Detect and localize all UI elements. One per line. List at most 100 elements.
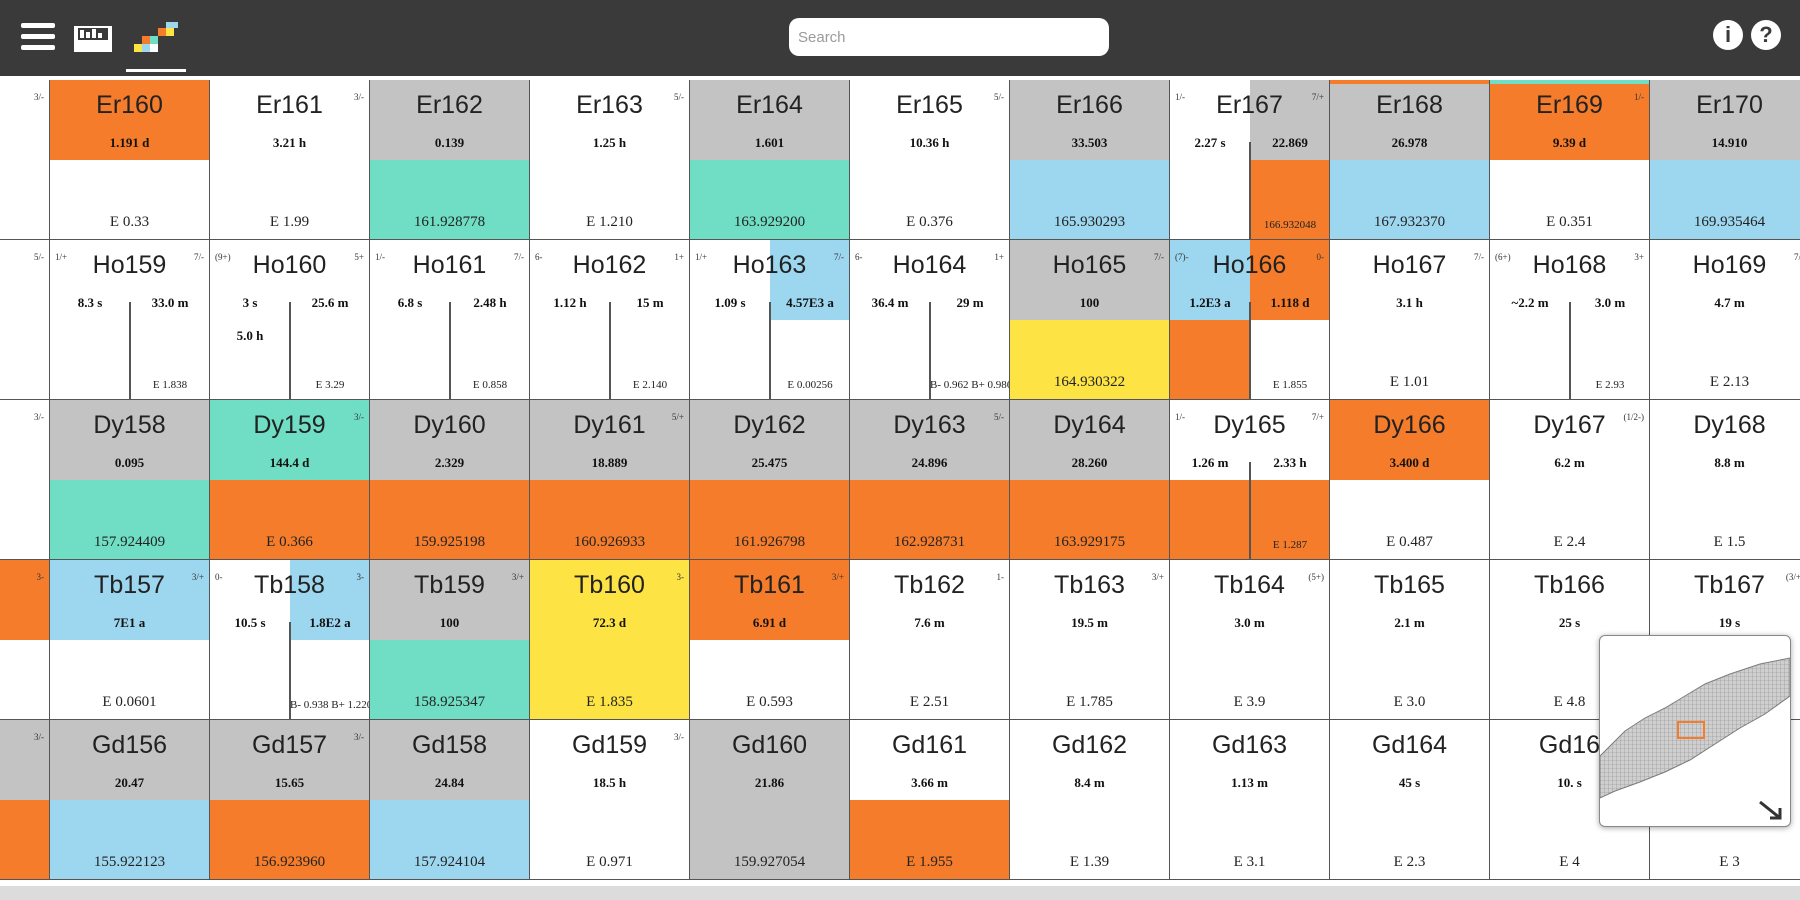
nuclide-cell[interactable]: 63-.3 d2.445: [0, 560, 50, 720]
nuclide-cell[interactable]: Er161 3/- 3.21 h E 1.99: [210, 80, 370, 240]
cell-top-fill: [1330, 560, 1489, 640]
nuclide-cell[interactable]: Ho159 7/- 1/+ 8.3 s 33.0 m E 1.838: [50, 240, 210, 400]
nuclide-cell[interactable]: Gd162 8.4 m E 1.39: [1010, 720, 1170, 880]
nuclide-cell[interactable]: Dy168 8.8 m E 1.5: [1650, 400, 1800, 560]
isomer-divider: [609, 302, 611, 399]
nuclide-cell[interactable]: Gd160 21.86 159.927054: [690, 720, 850, 880]
search-input[interactable]: [789, 18, 1109, 56]
nuclide-cell[interactable]: Dy163 5/- 24.896 162.928731: [850, 400, 1010, 560]
chart-overview-minimap[interactable]: [1599, 635, 1791, 827]
nuclide-cell[interactable]: Tb159 3/+ 100 158.925347: [370, 560, 530, 720]
nuclide-cell[interactable]: Er164 1.601 163.929200: [690, 80, 850, 240]
cell-top-fill: [1650, 560, 1800, 640]
cell-top-fill: [1330, 400, 1489, 480]
cell-bottom-fill: [210, 160, 369, 239]
nuclide-cell[interactable]: Tb166 25 s E 4.8: [1490, 560, 1650, 720]
nuclide-cell[interactable]: Er169 1/- 9.39 d E 0.351: [1490, 80, 1650, 240]
half-life-or-abundance: 19 s: [1718, 615, 1741, 630]
chart-table-icon[interactable]: [72, 22, 114, 56]
help-icon[interactable]: ?: [1751, 20, 1781, 50]
nuclide-cell[interactable]: Er170 14.910 169.935464: [1650, 80, 1800, 240]
decay-energy: B- 0.938 B+ 1.220: [290, 699, 370, 711]
nuclide-symbol: Er170: [1696, 91, 1763, 119]
nuclide-cell[interactable]: Dy158 0.095 157.924409: [50, 400, 210, 560]
mass-or-decay-energy: E 0.971: [586, 854, 633, 870]
nuclide-cell[interactable]: Gd157 3/- 15.65 156.923960: [210, 720, 370, 880]
half-life-or-abundance: 3.1 h: [1396, 295, 1423, 310]
nuclide-cell[interactable]: Gd159 3/- 18.5 h E 0.971: [530, 720, 690, 880]
nuclide-cell[interactable]: Gd158 24.84 157.924104: [370, 720, 530, 880]
nuclide-cell[interactable]: Er168 26.978 167.932370: [1330, 80, 1490, 240]
nuclide-chart-icon[interactable]: [130, 20, 182, 58]
nuclide-cell[interactable]: Gd163 1.13 m E 3.1: [1170, 720, 1330, 880]
nuclide-cell[interactable]: Tb160 3- 72.3 d E 1.835: [530, 560, 690, 720]
nuclide-cell[interactable]: 85/-.3 m4.22: [0, 240, 50, 400]
nuclide-symbol: Gd161: [891, 731, 968, 759]
half-life-or-abundance: 144.4 d: [269, 455, 310, 470]
nuclide-cell[interactable]: 3/-: [0, 80, 50, 240]
nuclide-cell[interactable]: Ho167 7/- 3.1 h E 1.01: [1330, 240, 1490, 400]
nuclide-cell[interactable]: 53/-22: [0, 720, 50, 880]
nuclide-cell[interactable]: Ho168 3+ (6+) ~2.2 m 3.0 m E 2.93: [1490, 240, 1650, 400]
nuclide-symbol: Gd157: [251, 731, 328, 759]
cell-top-fill: [1010, 720, 1169, 800]
spin-parity-label: 1+: [994, 252, 1004, 262]
spin-parity-label: 3/+: [1151, 572, 1164, 582]
nuclide-cell[interactable]: Dy161 5/+ 18.889 160.926933: [530, 400, 690, 560]
nuclide-cell[interactable]: Er167 7/+ 1/- 2.27 s 22.869 166.932048: [1170, 80, 1330, 240]
cell-bottom-fill: [530, 800, 689, 879]
nuclide-cell[interactable]: Tb164 (5+) 3.0 m E 3.9: [1170, 560, 1330, 720]
expand-arrow-icon[interactable]: [1759, 800, 1782, 820]
half-life-or-abundance: 45 s: [1398, 775, 1421, 790]
nuclide-cell[interactable]: Dy166 3.400 d E 0.487: [1330, 400, 1490, 560]
ground-half-life: 2.33 h: [1273, 455, 1307, 470]
nuclide-cell[interactable]: Ho165 7/- 100 164.930322: [1010, 240, 1170, 400]
bottom-scrollbar-track[interactable]: [0, 886, 1800, 900]
nuclide-cell[interactable]: Tb165 2.1 m E 3.0: [1330, 560, 1490, 720]
spin-parity-label: 3-: [356, 572, 365, 582]
mass-or-decay-energy: E 3.0: [1393, 694, 1426, 710]
nuclide-cell[interactable]: Tb162 1- 7.6 m E 2.51: [850, 560, 1010, 720]
nuclide-cell[interactable]: Gd161 3.66 m E 1.955: [850, 720, 1010, 880]
nuclide-cell[interactable]: Dy165 7/+ 1/- 1.26 m 2.33 h E 1.287: [1170, 400, 1330, 560]
nuclide-cell[interactable]: Er165 5/- 10.36 h E 0.376: [850, 80, 1010, 240]
nuclide-cell[interactable]: 73/-: [0, 400, 50, 560]
nuclide-cell[interactable]: Gd164 45 s E 2.3: [1330, 720, 1490, 880]
cell-bottom-fill: [1010, 640, 1169, 719]
nuclide-cell[interactable]: Tb157 3/+ 7E1 a E 0.0601: [50, 560, 210, 720]
cell-top-left-fill: [210, 560, 290, 640]
nuclide-cell[interactable]: Dy162 25.475 161.926798: [690, 400, 850, 560]
nuclide-cell[interactable]: Er162 0.139 161.928778: [370, 80, 530, 240]
info-icon[interactable]: i: [1713, 20, 1743, 50]
nuclide-cell[interactable]: Ho160 5+ (9+) 3 s 25.6 m 5.0 h E 3.29: [210, 240, 370, 400]
minimap-viewport-box[interactable]: [1677, 721, 1705, 739]
nuclide-chart-grid[interactable]: 3/- Er160 1.191 d E 0.33 Er161 3/- 3.21 h E 1.9…: [0, 76, 1800, 886]
cell-top-right-fill: [290, 240, 369, 320]
isomer-spin-label: 6-: [855, 252, 863, 262]
nuclide-cell[interactable]: Dy164 28.260 163.929175: [1010, 400, 1170, 560]
nuclide-cell[interactable]: Dy159 3/- 144.4 d E 0.366: [210, 400, 370, 560]
nuclide-cell[interactable]: Ho164 1+ 6- 36.4 m 29 m B- 0.962 B+ 0.986: [850, 240, 1010, 400]
nuclide-cell[interactable]: Ho163 7/- 1/+ 1.09 s 4.57E3 a E 0.00256: [690, 240, 850, 400]
nuclide-cell[interactable]: Gd156 20.47 155.922123: [50, 720, 210, 880]
nuclide-cell[interactable]: Ho166 0- (7)- 1.2E3 a 1.118 d E 1.855: [1170, 240, 1330, 400]
half-life-or-abundance: 3.400 d: [1389, 455, 1430, 470]
hamburger-menu-icon[interactable]: [20, 20, 56, 54]
nuclide-cell[interactable]: Dy160 2.329 159.925198: [370, 400, 530, 560]
cell-bottom-right-fill: [290, 640, 369, 719]
isomer-half-life: 2.27 s: [1194, 135, 1226, 150]
ground-half-life: 22.869: [1272, 135, 1308, 150]
nuclide-symbol: Dy163: [893, 411, 966, 439]
nuclide-cell[interactable]: Ho161 7/- 1/- 6.8 s 2.48 h E 0.858: [370, 240, 530, 400]
nuclide-cell[interactable]: Tb158 3- 0- 10.5 s 1.8E2 a B- 0.938 B+ 1.220: [210, 560, 370, 720]
cell-top-fill: [1650, 80, 1800, 160]
nuclide-cell[interactable]: Dy167 (1/2-) 6.2 m E 2.4: [1490, 400, 1650, 560]
nuclide-cell[interactable]: Ho169 7/- 4.7 m E 2.13: [1650, 240, 1800, 400]
nuclide-cell[interactable]: Er160 1.191 d E 0.33: [50, 80, 210, 240]
nuclide-cell[interactable]: Er163 5/- 1.25 h E 1.210: [530, 80, 690, 240]
nuclide-cell[interactable]: Tb161 3/+ 6.91 d E 0.593: [690, 560, 850, 720]
cell-top-left-fill: [1170, 80, 1250, 160]
nuclide-cell[interactable]: Ho162 1+ 6- 1.12 h 15 m E 2.140: [530, 240, 690, 400]
nuclide-cell[interactable]: Tb163 3/+ 19.5 m E 1.785: [1010, 560, 1170, 720]
nuclide-cell[interactable]: Er166 33.503 165.930293: [1010, 80, 1170, 240]
